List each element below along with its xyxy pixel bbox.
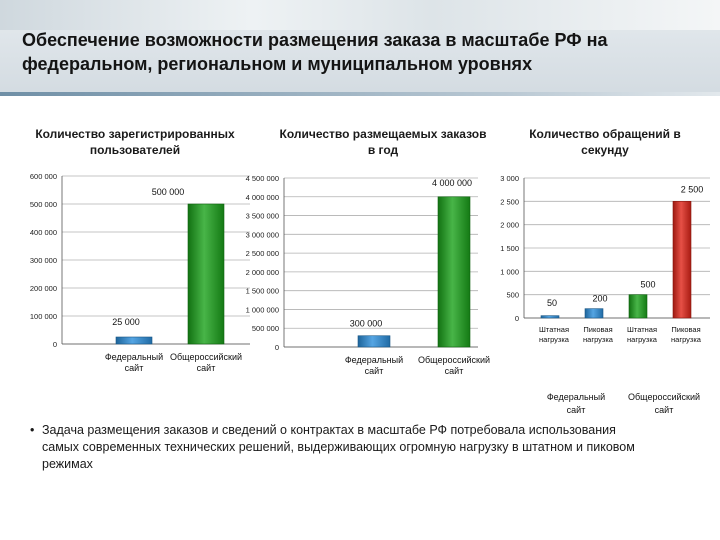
y-tick-label: 0 <box>53 340 57 349</box>
category-label: Общероссийский <box>418 355 490 365</box>
group-label: Федеральный <box>547 392 605 402</box>
header-divider <box>0 92 720 96</box>
y-tick-label: 3 000 <box>500 174 519 183</box>
category-label: Штатная <box>627 325 657 334</box>
chart-2-area: 0 500 000 1 000 000 1 500 000 2 000 000 2 500… <box>246 174 490 376</box>
category-label: сайт <box>445 366 464 376</box>
data-label: 4 000 000 <box>432 178 472 188</box>
y-tick-label: 500 <box>506 291 519 300</box>
chart-1-area: 0 100 000 200 000 300 000 400 000 500 000 600 … <box>30 172 250 373</box>
group-label: сайт <box>567 405 586 415</box>
header-decoration <box>0 0 720 30</box>
y-tick-label: 2 000 <box>500 221 519 230</box>
bar <box>584 308 604 319</box>
data-label: 2 500 <box>681 184 704 194</box>
category-label: Пиковая <box>583 325 612 334</box>
bar <box>187 203 225 345</box>
bar <box>540 315 560 319</box>
page-title: Обеспечение возможности размещения заказ… <box>22 30 608 74</box>
y-tick-label: 2 500 000 <box>246 249 279 258</box>
charts-canvas: 0 100 000 200 000 300 000 400 000 500 000 600 … <box>30 172 710 415</box>
bar <box>628 294 648 319</box>
bullet-point: • Задача размещения заказов и сведений о… <box>30 422 642 473</box>
y-tick-label: 3 000 000 <box>246 230 279 239</box>
chart-2-title: Количество размещаемых заказов в год <box>279 127 487 157</box>
data-label: 200 <box>592 294 607 304</box>
y-tick-label: 0 <box>515 314 519 323</box>
data-label: 50 <box>547 298 557 308</box>
bar <box>672 201 692 319</box>
group-label: сайт <box>655 405 674 415</box>
y-tick-label: 600 000 <box>30 172 57 181</box>
category-label: Пиковая <box>671 325 700 334</box>
y-tick-label: 1 000 000 <box>246 305 279 314</box>
y-tick-label: 2 000 000 <box>246 268 279 277</box>
data-label: 300 000 <box>350 319 383 329</box>
data-label: 500 000 <box>152 187 185 197</box>
y-tick-label: 3 500 000 <box>246 212 279 221</box>
bullet-text: Задача размещения заказов и сведений о к… <box>42 423 635 471</box>
y-tick-label: 1 500 <box>500 244 519 253</box>
y-tick-label: 1 000 <box>500 267 519 276</box>
category-label: Федеральный <box>105 352 163 362</box>
category-label: Федеральный <box>345 355 403 365</box>
category-label: сайт <box>197 363 216 373</box>
category-label: Общероссийский <box>170 352 242 362</box>
category-label: нагрузка <box>583 335 614 344</box>
y-tick-label: 0 <box>275 343 279 352</box>
bullet-marker: • <box>30 423 35 437</box>
y-tick-label: 300 000 <box>30 256 57 265</box>
chart-1-title: Количество зарегистрированных пользовате… <box>35 127 235 157</box>
category-label: Штатная <box>539 325 569 334</box>
y-tick-label: 200 000 <box>30 284 57 293</box>
group-label: Общероссийский <box>628 392 700 402</box>
category-label: нагрузка <box>671 335 702 344</box>
bar <box>437 196 471 348</box>
y-tick-label: 2 500 <box>500 197 519 206</box>
category-label: нагрузка <box>627 335 658 344</box>
category-label: нагрузка <box>539 335 570 344</box>
category-label: сайт <box>365 366 384 376</box>
y-tick-label: 400 000 <box>30 228 57 237</box>
category-label: сайт <box>125 363 144 373</box>
chart-3-title: Количество обращений в секунду <box>529 127 681 157</box>
y-tick-label: 4 000 000 <box>246 193 279 202</box>
y-tick-label: 500 000 <box>252 324 279 333</box>
header-banner <box>0 0 720 96</box>
y-tick-label: 4 500 000 <box>246 174 279 183</box>
y-tick-label: 500 000 <box>30 200 57 209</box>
data-label: 500 <box>640 280 655 290</box>
y-tick-label: 1 500 000 <box>246 287 279 296</box>
y-tick-label: 100 000 <box>30 312 57 321</box>
bar <box>115 336 153 345</box>
bar <box>357 335 391 348</box>
data-label: 25 000 <box>112 317 140 327</box>
